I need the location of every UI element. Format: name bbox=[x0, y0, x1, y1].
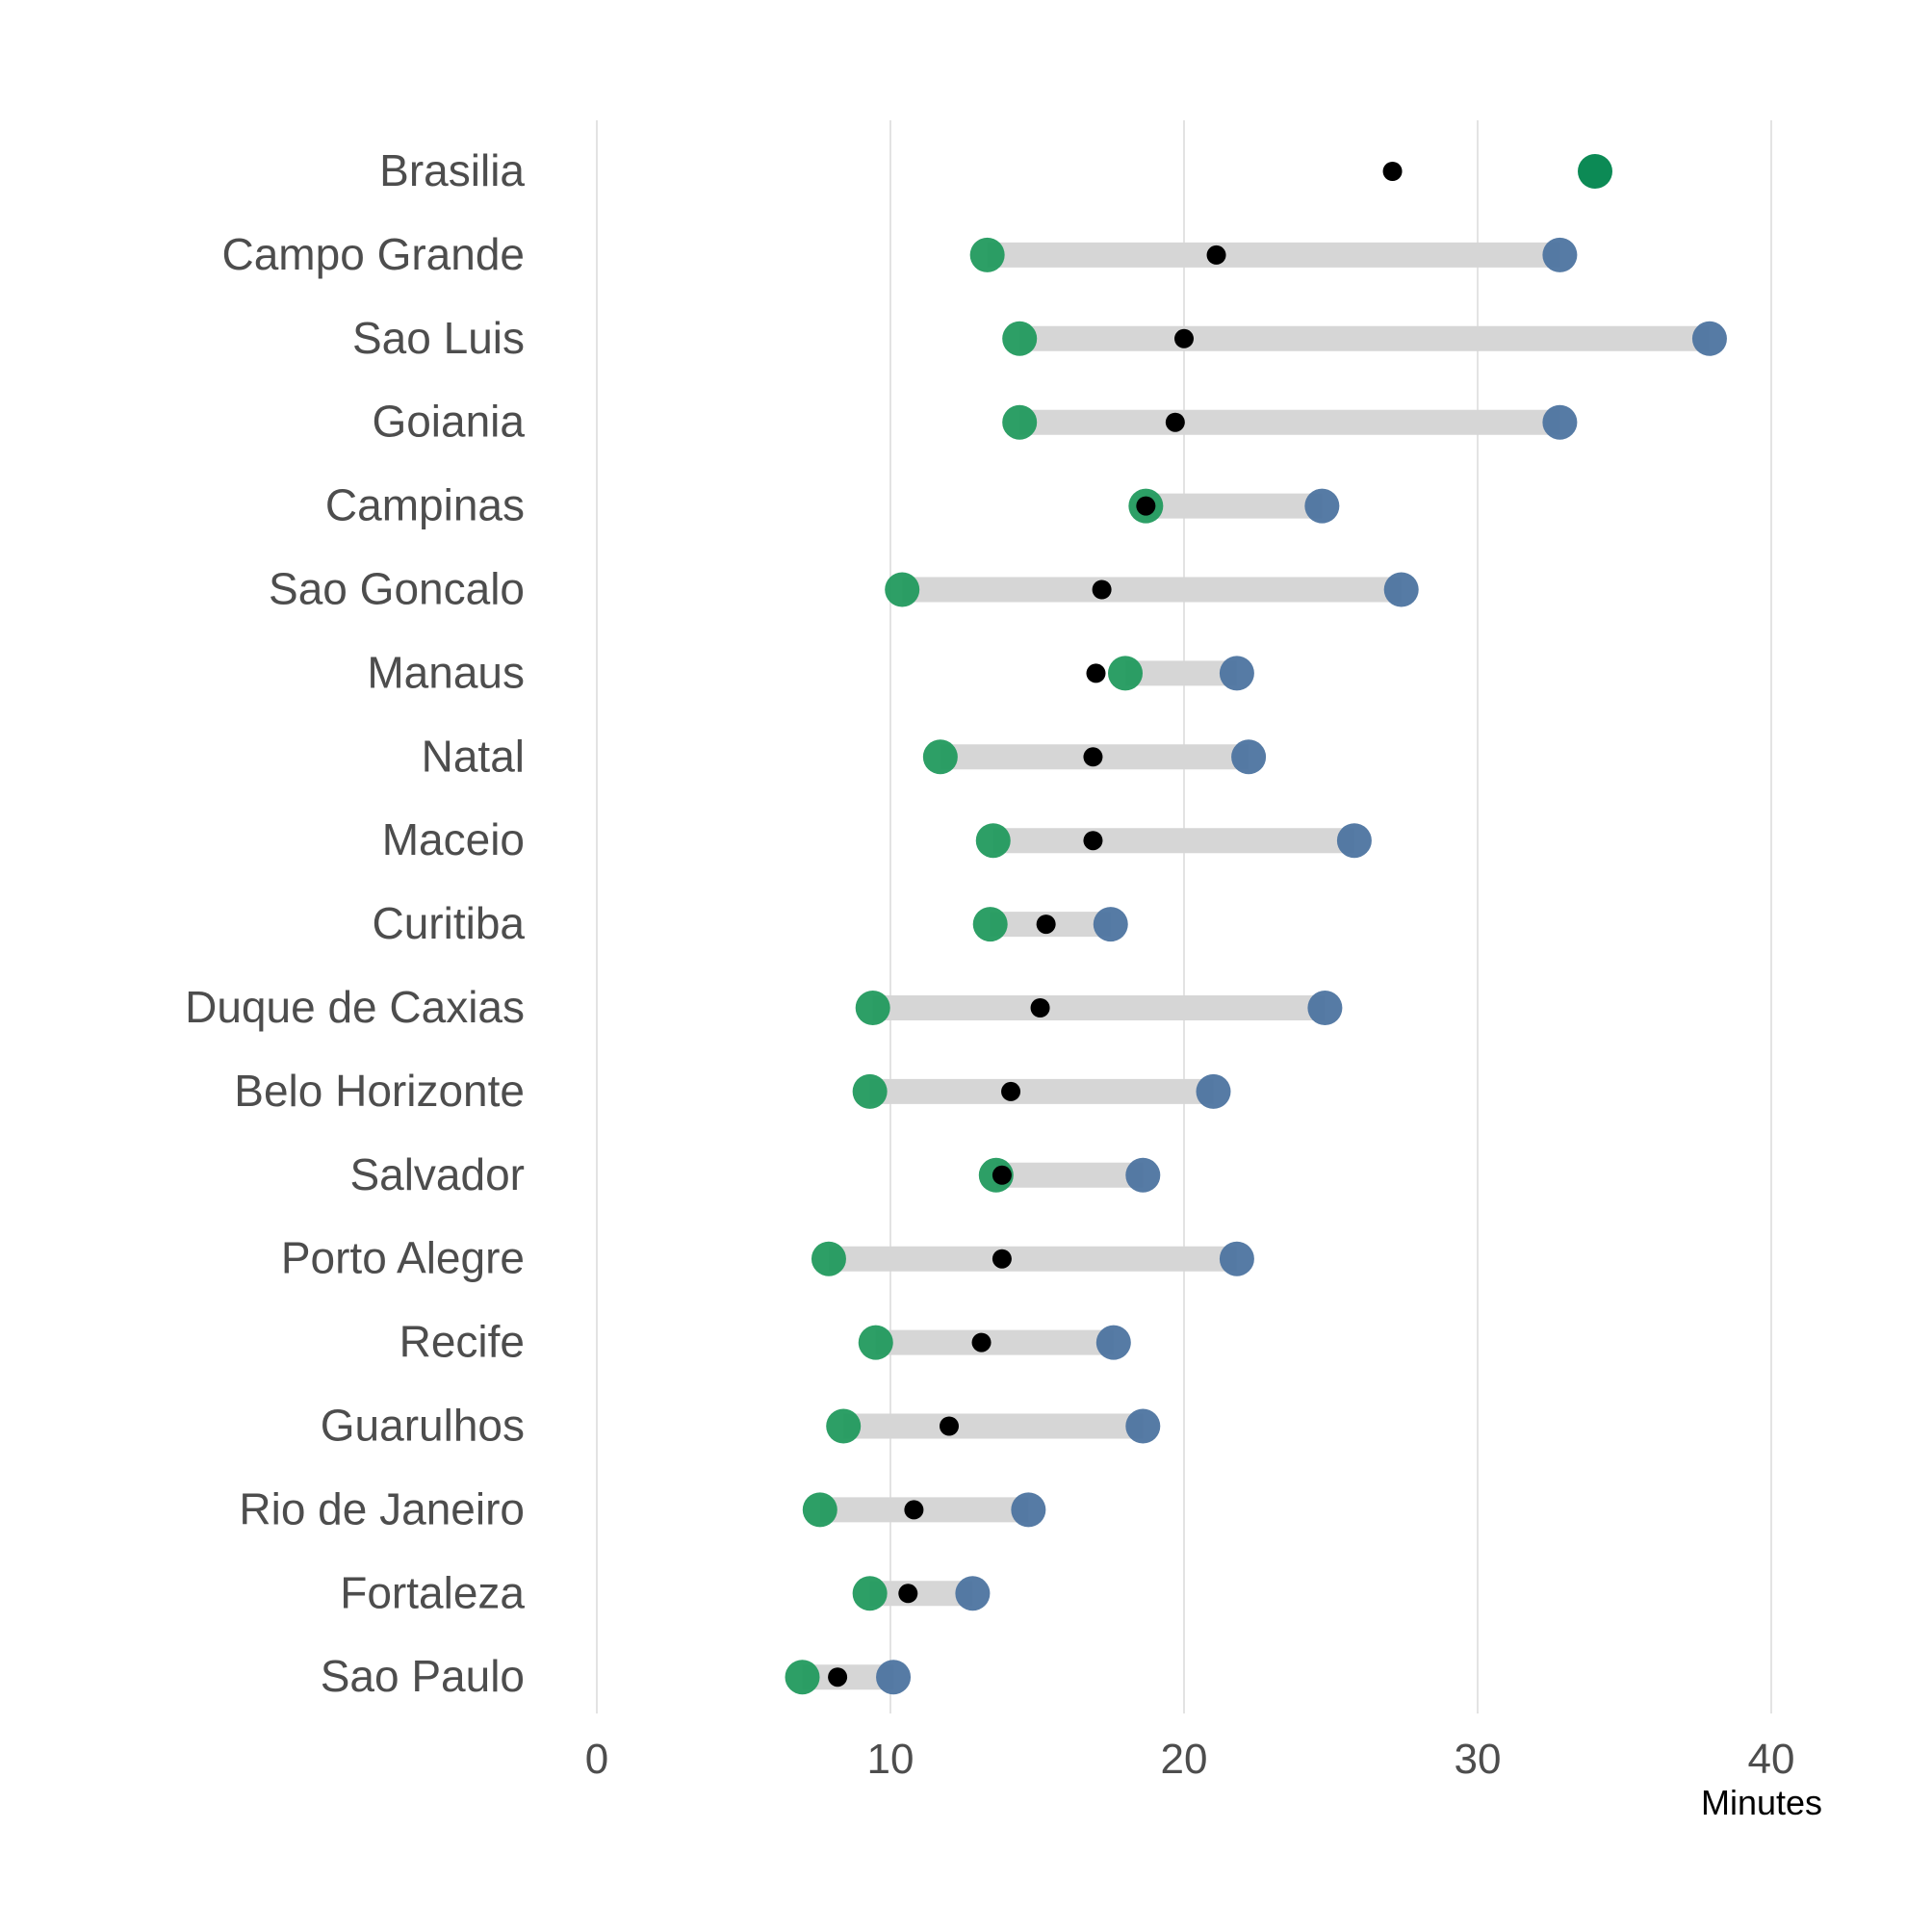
mid-point bbox=[940, 1416, 959, 1436]
x-tick-label: 30 bbox=[1455, 1736, 1502, 1783]
category-labels: Brasilia Campo Grande Sao Luis Goiania Campi… bbox=[185, 145, 525, 1701]
category-label: Duque de Caxias bbox=[185, 982, 525, 1032]
low-point bbox=[852, 1576, 888, 1611]
low-point bbox=[1108, 656, 1143, 691]
low-point bbox=[1002, 404, 1038, 440]
low-point bbox=[1002, 321, 1038, 356]
high-point bbox=[1125, 1408, 1161, 1444]
mid-point bbox=[1036, 914, 1056, 935]
single-point bbox=[1578, 154, 1612, 189]
x-tick-label: 0 bbox=[585, 1736, 608, 1783]
low-point bbox=[885, 572, 920, 607]
category-label: Recife bbox=[399, 1317, 525, 1367]
high-point bbox=[1125, 1157, 1161, 1193]
category-label: Sao Luis bbox=[352, 313, 525, 363]
high-point bbox=[1383, 572, 1419, 607]
category-label: Campinas bbox=[325, 480, 525, 530]
mid-point bbox=[1174, 328, 1194, 348]
high-point bbox=[1011, 1492, 1046, 1528]
category-label: Maceio bbox=[382, 814, 525, 864]
x-tick-label: 40 bbox=[1748, 1736, 1795, 1783]
mid-point bbox=[1083, 831, 1103, 851]
mid-point bbox=[904, 1500, 924, 1520]
mid-point bbox=[1382, 162, 1403, 181]
x-tick-label: 10 bbox=[867, 1736, 914, 1783]
low-point bbox=[969, 237, 1005, 272]
low-point bbox=[785, 1660, 820, 1695]
mid-point bbox=[1030, 998, 1050, 1018]
category-label: Sao Paulo bbox=[321, 1651, 525, 1701]
gridlines bbox=[596, 120, 1772, 1713]
high-point bbox=[1219, 656, 1254, 691]
high-point bbox=[1219, 1241, 1254, 1276]
category-label: Porto Alegre bbox=[281, 1233, 525, 1283]
mid-point bbox=[1083, 747, 1103, 767]
mid-point bbox=[1092, 580, 1112, 600]
x-axis-tick-labels: 0 10 20 30 40 bbox=[585, 1736, 1795, 1783]
low-point bbox=[855, 991, 890, 1025]
x-tick-label: 20 bbox=[1161, 1736, 1208, 1783]
mid-point bbox=[1086, 663, 1106, 683]
mid-point bbox=[1001, 1081, 1021, 1101]
mid-point bbox=[1206, 245, 1226, 265]
low-point bbox=[802, 1492, 837, 1528]
mid-point bbox=[898, 1584, 918, 1604]
high-point bbox=[1542, 404, 1578, 440]
high-point bbox=[1691, 321, 1727, 356]
mid-point bbox=[992, 1249, 1012, 1269]
category-label: Brasilia bbox=[379, 145, 525, 195]
low-point bbox=[922, 739, 958, 775]
category-label: Goiania bbox=[372, 397, 525, 447]
category-label: Guarulhos bbox=[321, 1401, 525, 1451]
high-point bbox=[1304, 488, 1340, 524]
category-label: Salvador bbox=[349, 1149, 525, 1199]
category-label: Natal bbox=[422, 731, 525, 781]
low-point bbox=[852, 1073, 888, 1109]
mid-point bbox=[1165, 412, 1185, 432]
x-axis-title: Minutes bbox=[1701, 1783, 1822, 1822]
mid-point bbox=[1136, 496, 1156, 516]
high-point bbox=[955, 1576, 991, 1611]
high-point bbox=[876, 1660, 912, 1695]
high-point bbox=[1336, 823, 1372, 859]
high-point bbox=[1307, 991, 1343, 1025]
category-label: Sao Goncalo bbox=[269, 564, 525, 614]
category-label: Belo Horizonte bbox=[234, 1066, 525, 1116]
low-point bbox=[811, 1241, 846, 1276]
low-point bbox=[975, 823, 1011, 859]
mid-point bbox=[971, 1332, 992, 1352]
low-point bbox=[826, 1408, 862, 1444]
data-points bbox=[785, 154, 1727, 1695]
low-point bbox=[972, 907, 1008, 942]
category-label: Manaus bbox=[367, 647, 525, 697]
category-label: Campo Grande bbox=[222, 229, 526, 279]
high-point bbox=[1196, 1073, 1231, 1109]
category-label: Rio de Janeiro bbox=[239, 1483, 525, 1533]
high-point bbox=[1542, 237, 1578, 272]
mid-point bbox=[828, 1667, 848, 1687]
category-label: Fortaleza bbox=[340, 1567, 525, 1617]
high-point bbox=[1095, 1325, 1131, 1360]
category-label: Curitiba bbox=[372, 898, 525, 948]
low-point bbox=[858, 1325, 893, 1360]
mid-point bbox=[992, 1165, 1012, 1185]
high-point bbox=[1093, 907, 1128, 942]
high-point bbox=[1231, 739, 1267, 775]
